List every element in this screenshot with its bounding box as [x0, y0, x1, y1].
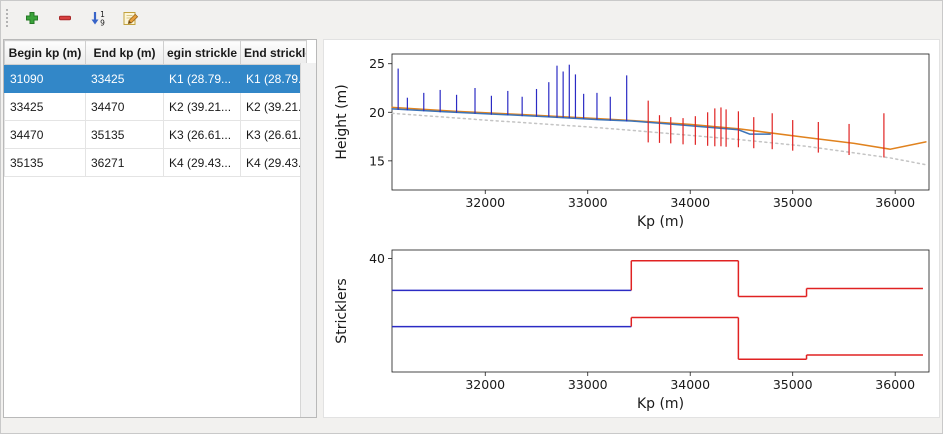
x-axis-label: Kp (m): [637, 214, 684, 230]
col-header-begin-kp[interactable]: Begin kp (m): [4, 40, 86, 65]
svg-text:9: 9: [100, 18, 105, 27]
bed-line-dotted: [391, 112, 927, 166]
table-cell[interactable]: K2 (39.21...: [240, 92, 307, 121]
table-cell[interactable]: 33425: [85, 64, 164, 93]
y-axis-label: Height (m): [334, 84, 350, 159]
table-cell[interactable]: K2 (39.21...: [163, 92, 241, 121]
table-cell[interactable]: K3 (26.61...: [163, 120, 241, 149]
x-tick-label: 32000: [465, 377, 505, 392]
col-header-begin-strickler[interactable]: egin strickle: [163, 40, 241, 65]
x-tick-label: 35000: [773, 195, 813, 210]
table-row[interactable]: 31090 33425 K1 (28.79... K1 (28.79...: [4, 64, 307, 93]
table-cell[interactable]: 36271: [85, 148, 164, 177]
sort-rows-button[interactable]: 1 9: [86, 6, 110, 30]
x-tick-label: 33000: [568, 195, 608, 210]
height-profile-chart: 32000 33000 34000 35000 36000 15 20 25 Kp (m) Hei…: [334, 53, 930, 230]
table-header-row: Begin kp (m) End kp (m) egin strickle En…: [4, 40, 307, 65]
plot-box: [391, 249, 930, 373]
height-line-orange: [391, 106, 927, 150]
x-tick-label: 36000: [875, 195, 915, 210]
toolbar: 1 9: [1, 1, 942, 33]
table-row[interactable]: 34470 35135 K3 (26.61... K3 (26.61...: [4, 120, 307, 149]
table-cell[interactable]: K4 (29.43...: [163, 148, 241, 177]
table-vertical-scrollbar[interactable]: [300, 63, 316, 417]
table-cell[interactable]: 33425: [4, 92, 86, 121]
col-header-end-kp[interactable]: End kp (m): [85, 40, 164, 65]
y-tick-label: 25: [369, 56, 385, 71]
friction-zones-panel: Begin kp (m) End kp (m) egin strickle En…: [3, 39, 317, 418]
minus-icon: [59, 15, 71, 21]
svg-text:1: 1: [100, 10, 105, 19]
x-tick-label: 33000: [568, 377, 608, 392]
charts-panel: 32000 33000 34000 35000 36000 15 20 25 Kp (m) Hei…: [323, 39, 940, 418]
add-row-button[interactable]: [20, 6, 44, 30]
table-row[interactable]: 33425 34470 K2 (39.21... K2 (39.21...: [4, 92, 307, 121]
x-tick-label: 32000: [465, 195, 505, 210]
table-cell[interactable]: K1 (28.79...: [163, 64, 241, 93]
edit-icon: [123, 11, 139, 25]
table-cell[interactable]: 34470: [4, 120, 86, 149]
table-cell[interactable]: 31090: [4, 64, 86, 93]
main-content: Begin kp (m) End kp (m) egin strickle En…: [1, 33, 942, 418]
table-cell[interactable]: K3 (26.61...: [240, 120, 307, 149]
x-tick-label: 35000: [773, 377, 813, 392]
remove-row-button[interactable]: [53, 6, 77, 30]
table-row[interactable]: 35135 36271 K4 (29.43... K4 (29.43...: [4, 148, 307, 177]
table-body: 31090 33425 K1 (28.79... K1 (28.79... 33425 3…: [4, 64, 307, 177]
col-header-end-strickler[interactable]: End strickler: [240, 40, 307, 65]
x-tick-label: 34000: [670, 195, 710, 210]
table-cell[interactable]: K1 (28.79...: [240, 64, 307, 93]
plus-icon: [26, 12, 38, 24]
height-line-blue: [391, 108, 771, 135]
y-tick-label: 40: [369, 251, 385, 266]
edit-stricklers-button[interactable]: [119, 6, 143, 30]
x-axis-label: Kp (m): [637, 396, 684, 412]
sort-numeric-icon: 1 9: [91, 10, 105, 27]
table-cell[interactable]: 35135: [85, 120, 164, 149]
table-cell[interactable]: K4 (29.43...: [240, 148, 307, 177]
y-axis-label: Stricklers: [334, 278, 350, 343]
y-tick-label: 15: [369, 153, 385, 168]
friction-zones-table: Begin kp (m) End kp (m) egin strickle En…: [4, 40, 307, 177]
toolbar-handle[interactable]: [6, 9, 8, 27]
stricklers-chart: 32000 33000 34000 35000 36000 40 Kp (m) Strickl…: [334, 249, 930, 412]
x-tick-label: 36000: [875, 377, 915, 392]
table-cell[interactable]: 35135: [4, 148, 86, 177]
table-cell[interactable]: 34470: [85, 92, 164, 121]
y-tick-label: 20: [369, 105, 385, 120]
x-tick-label: 34000: [670, 377, 710, 392]
